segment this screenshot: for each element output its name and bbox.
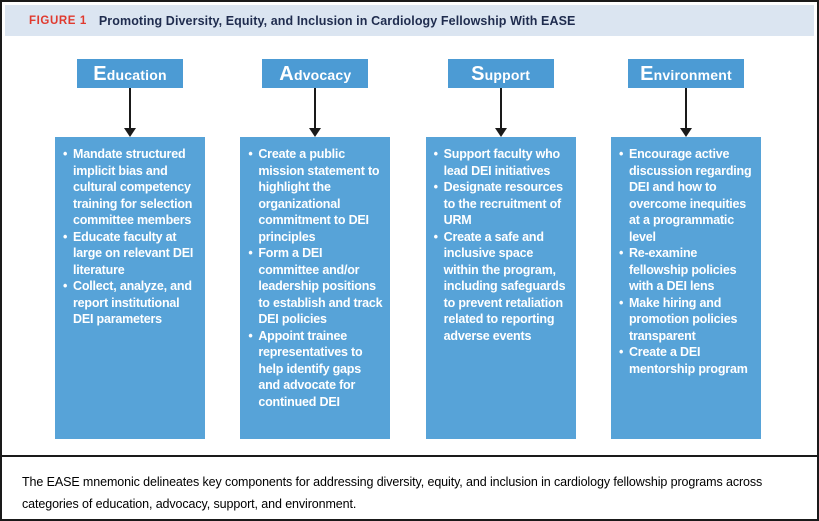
- column-environment: Environment Encourage active discussion …: [610, 59, 761, 439]
- header-label: Environment: [640, 62, 732, 85]
- header-box-support: Support: [447, 59, 554, 88]
- header-box-environment: Environment: [628, 59, 744, 88]
- arrow-head: [679, 128, 692, 137]
- bullet-item: Support faculty who lead DEI initiatives: [433, 146, 569, 179]
- arrow-line: [684, 88, 687, 128]
- down-arrow-icon: [309, 88, 322, 137]
- down-arrow-icon: [679, 88, 692, 137]
- bullet-item: Make hiring and promotion policies trans…: [618, 295, 754, 345]
- arrow-line: [314, 88, 317, 128]
- column-education: Education Mandate structured implicit bi…: [55, 59, 205, 439]
- content-box-education: Mandate structured implicit bias and cul…: [55, 137, 205, 439]
- content-box-advocacy: Create a public mission statement to hig…: [240, 137, 391, 439]
- bullet-item: Appoint trainee representatives to help …: [247, 328, 383, 411]
- bullet-item: Create a public mission statement to hig…: [247, 146, 383, 245]
- header-label: Advocacy: [279, 62, 352, 85]
- bullet-item: Mandate structured implicit bias and cul…: [62, 146, 198, 229]
- header-label: Education: [93, 62, 167, 85]
- column-support: Support Support faculty who lead DEI ini…: [425, 59, 576, 439]
- bullet-item: Educate faculty at large on relevant DEI…: [62, 229, 198, 279]
- content-box-environment: Encourage active discussion regarding DE…: [610, 137, 761, 439]
- bullet-item: Re-examine fellowship policies with a DE…: [618, 245, 754, 295]
- arrow-line: [499, 88, 502, 128]
- figure-label: FIGURE 1: [29, 14, 87, 27]
- bullet-item: Create a DEI mentorship program: [618, 344, 754, 377]
- bullet-item: Form a DEI committee and/or leadership p…: [247, 245, 383, 328]
- down-arrow-icon: [124, 88, 136, 137]
- header-label: Support: [471, 62, 531, 85]
- arrow-head: [309, 128, 322, 137]
- bullet-item: Designate resources to the recruitment o…: [433, 179, 569, 229]
- arrow-head: [494, 128, 507, 137]
- content-box-support: Support faculty who lead DEI initiatives…: [425, 137, 576, 439]
- separator-line: [2, 455, 817, 457]
- bullet-item: Encourage active discussion regarding DE…: [618, 146, 754, 245]
- figure-caption: The EASE mnemonic delineates key compone…: [22, 475, 763, 511]
- header-box-advocacy: Advocacy: [262, 59, 369, 88]
- figure-title-bar: FIGURE 1 Promoting Diversity, Equity, an…: [5, 5, 814, 36]
- header-box-education: Education: [77, 59, 183, 88]
- down-arrow-icon: [494, 88, 507, 137]
- bullet-item: Collect, analyze, and report institution…: [62, 278, 198, 328]
- diagram-area: Education Mandate structured implicit bi…: [2, 59, 817, 439]
- figure-title: Promoting Diversity, Equity, and Inclusi…: [98, 13, 576, 28]
- column-advocacy: Advocacy Create a public mission stateme…: [240, 59, 391, 439]
- arrow-line: [129, 88, 131, 128]
- bullet-item: Create a safe and inclusive space within…: [433, 229, 569, 345]
- arrow-head: [124, 128, 136, 137]
